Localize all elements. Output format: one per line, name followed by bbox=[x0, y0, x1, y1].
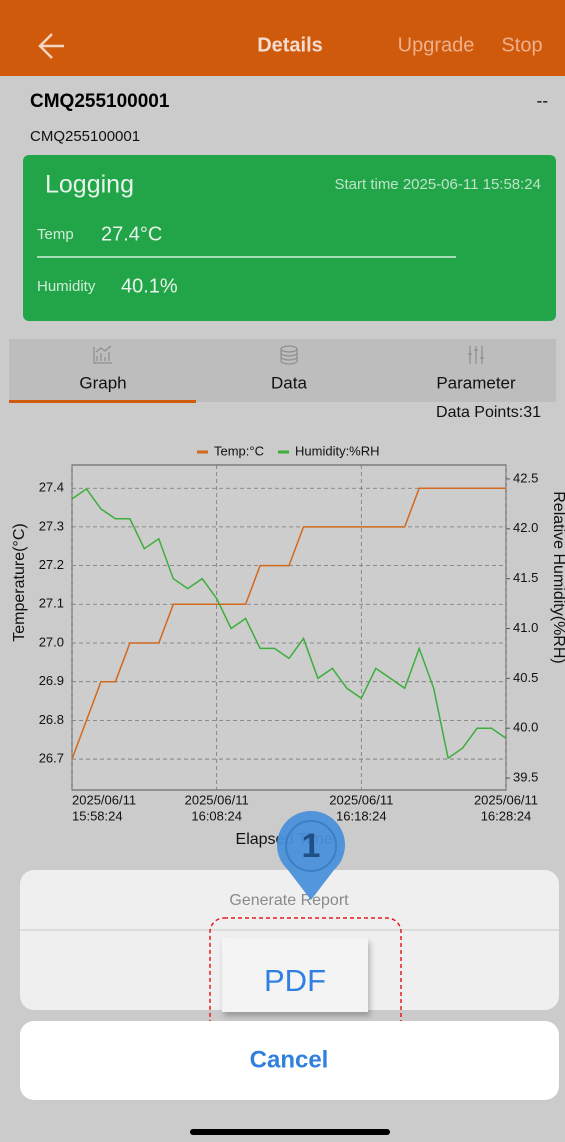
tab-data[interactable]: Data bbox=[271, 373, 307, 392]
annotation-ring bbox=[285, 820, 337, 872]
y-tick-label: 27.2 bbox=[39, 557, 64, 572]
y2-tick-label: 40.5 bbox=[513, 670, 538, 685]
y2-tick-label: 42.5 bbox=[513, 470, 538, 485]
pdf-option[interactable]: PDF bbox=[264, 963, 326, 998]
annotation-label: 1 bbox=[302, 827, 321, 865]
device-id: CMQ255100001 bbox=[30, 128, 140, 145]
y-tick-label: 26.7 bbox=[39, 750, 64, 765]
y-tick-label: 27.0 bbox=[39, 634, 64, 649]
pdf-card bbox=[222, 938, 368, 1012]
x-tick-label: 15:58:24 bbox=[72, 808, 123, 823]
y-tick-label: 27.1 bbox=[39, 596, 64, 611]
data-line bbox=[71, 487, 507, 760]
back-button[interactable] bbox=[38, 33, 64, 59]
logging-state: Logging bbox=[45, 171, 134, 199]
cancel-panel bbox=[20, 1021, 559, 1100]
x-tick-label: 16:18:24 bbox=[336, 808, 387, 823]
cancel-button[interactable]: Cancel bbox=[250, 1046, 329, 1073]
y-tick-label: 27.4 bbox=[39, 480, 64, 495]
x-tick-label: 2025/06/11 bbox=[474, 792, 538, 807]
legend-label: Temp:°C bbox=[214, 443, 264, 458]
upgrade-button[interactable]: Upgrade bbox=[398, 34, 475, 56]
tab-icons bbox=[93, 345, 484, 365]
x-tick-label: 16:08:24 bbox=[191, 808, 242, 823]
x-tick-label: 2025/06/11 bbox=[72, 792, 136, 807]
data-points: Data Points:31 bbox=[436, 404, 541, 421]
status-card bbox=[23, 155, 556, 321]
reading-label: Temp bbox=[37, 226, 74, 243]
header-title: Details bbox=[257, 34, 323, 56]
y2-tick-label: 42.0 bbox=[513, 520, 538, 535]
y-tick-label: 27.3 bbox=[39, 518, 64, 533]
x-tick-label: 2025/06/11 bbox=[329, 792, 393, 807]
tab-parameter[interactable]: Parameter bbox=[436, 373, 516, 392]
tab-bar bbox=[9, 339, 556, 402]
legend-label: Humidity:%RH bbox=[295, 443, 380, 458]
y2-tick-label: 41.5 bbox=[513, 570, 538, 585]
x-tick-label: 16:28:24 bbox=[481, 808, 532, 823]
reading-value: 27.4°C bbox=[101, 223, 162, 245]
start-time: Start time 2025-06-11 15:58:24 bbox=[334, 176, 541, 193]
device-status: -- bbox=[537, 91, 548, 110]
y2-tick-label: 40.0 bbox=[513, 720, 538, 735]
tab-graph[interactable]: Graph bbox=[79, 373, 126, 392]
device-name: CMQ255100001 bbox=[30, 91, 170, 112]
plot-area bbox=[71, 464, 507, 791]
annotation-pin bbox=[276, 810, 345, 900]
x-tick-label: 2025/06/11 bbox=[185, 792, 249, 807]
dialog-title: Generate Report bbox=[229, 892, 349, 909]
reading-label: Humidity bbox=[37, 278, 96, 295]
home-indicator bbox=[190, 1129, 390, 1135]
y2-tick-label: 39.5 bbox=[513, 769, 538, 784]
y2-axis-label: Relative Humidity(%RH) bbox=[550, 491, 565, 663]
y-tick-label: 26.9 bbox=[39, 673, 64, 688]
y2-tick-label: 41.0 bbox=[513, 620, 538, 635]
chart: 26.7 26.8 26.9 27.0 27.1 27.2 27.3 27.4 39.5 40.0… bbox=[11, 443, 565, 848]
header-bar bbox=[0, 0, 565, 76]
data-line bbox=[71, 487, 506, 760]
y-tick-label: 26.8 bbox=[39, 712, 64, 727]
y-axis-label: Temperature(°C) bbox=[11, 523, 28, 641]
tab-indicator bbox=[9, 400, 196, 403]
stop-button[interactable]: Stop bbox=[501, 34, 542, 56]
reading-value: 40.1% bbox=[121, 275, 178, 297]
